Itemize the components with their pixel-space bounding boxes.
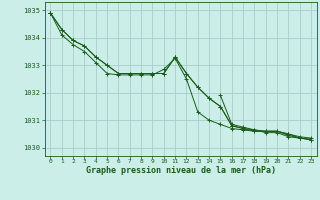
X-axis label: Graphe pression niveau de la mer (hPa): Graphe pression niveau de la mer (hPa) (86, 166, 276, 175)
